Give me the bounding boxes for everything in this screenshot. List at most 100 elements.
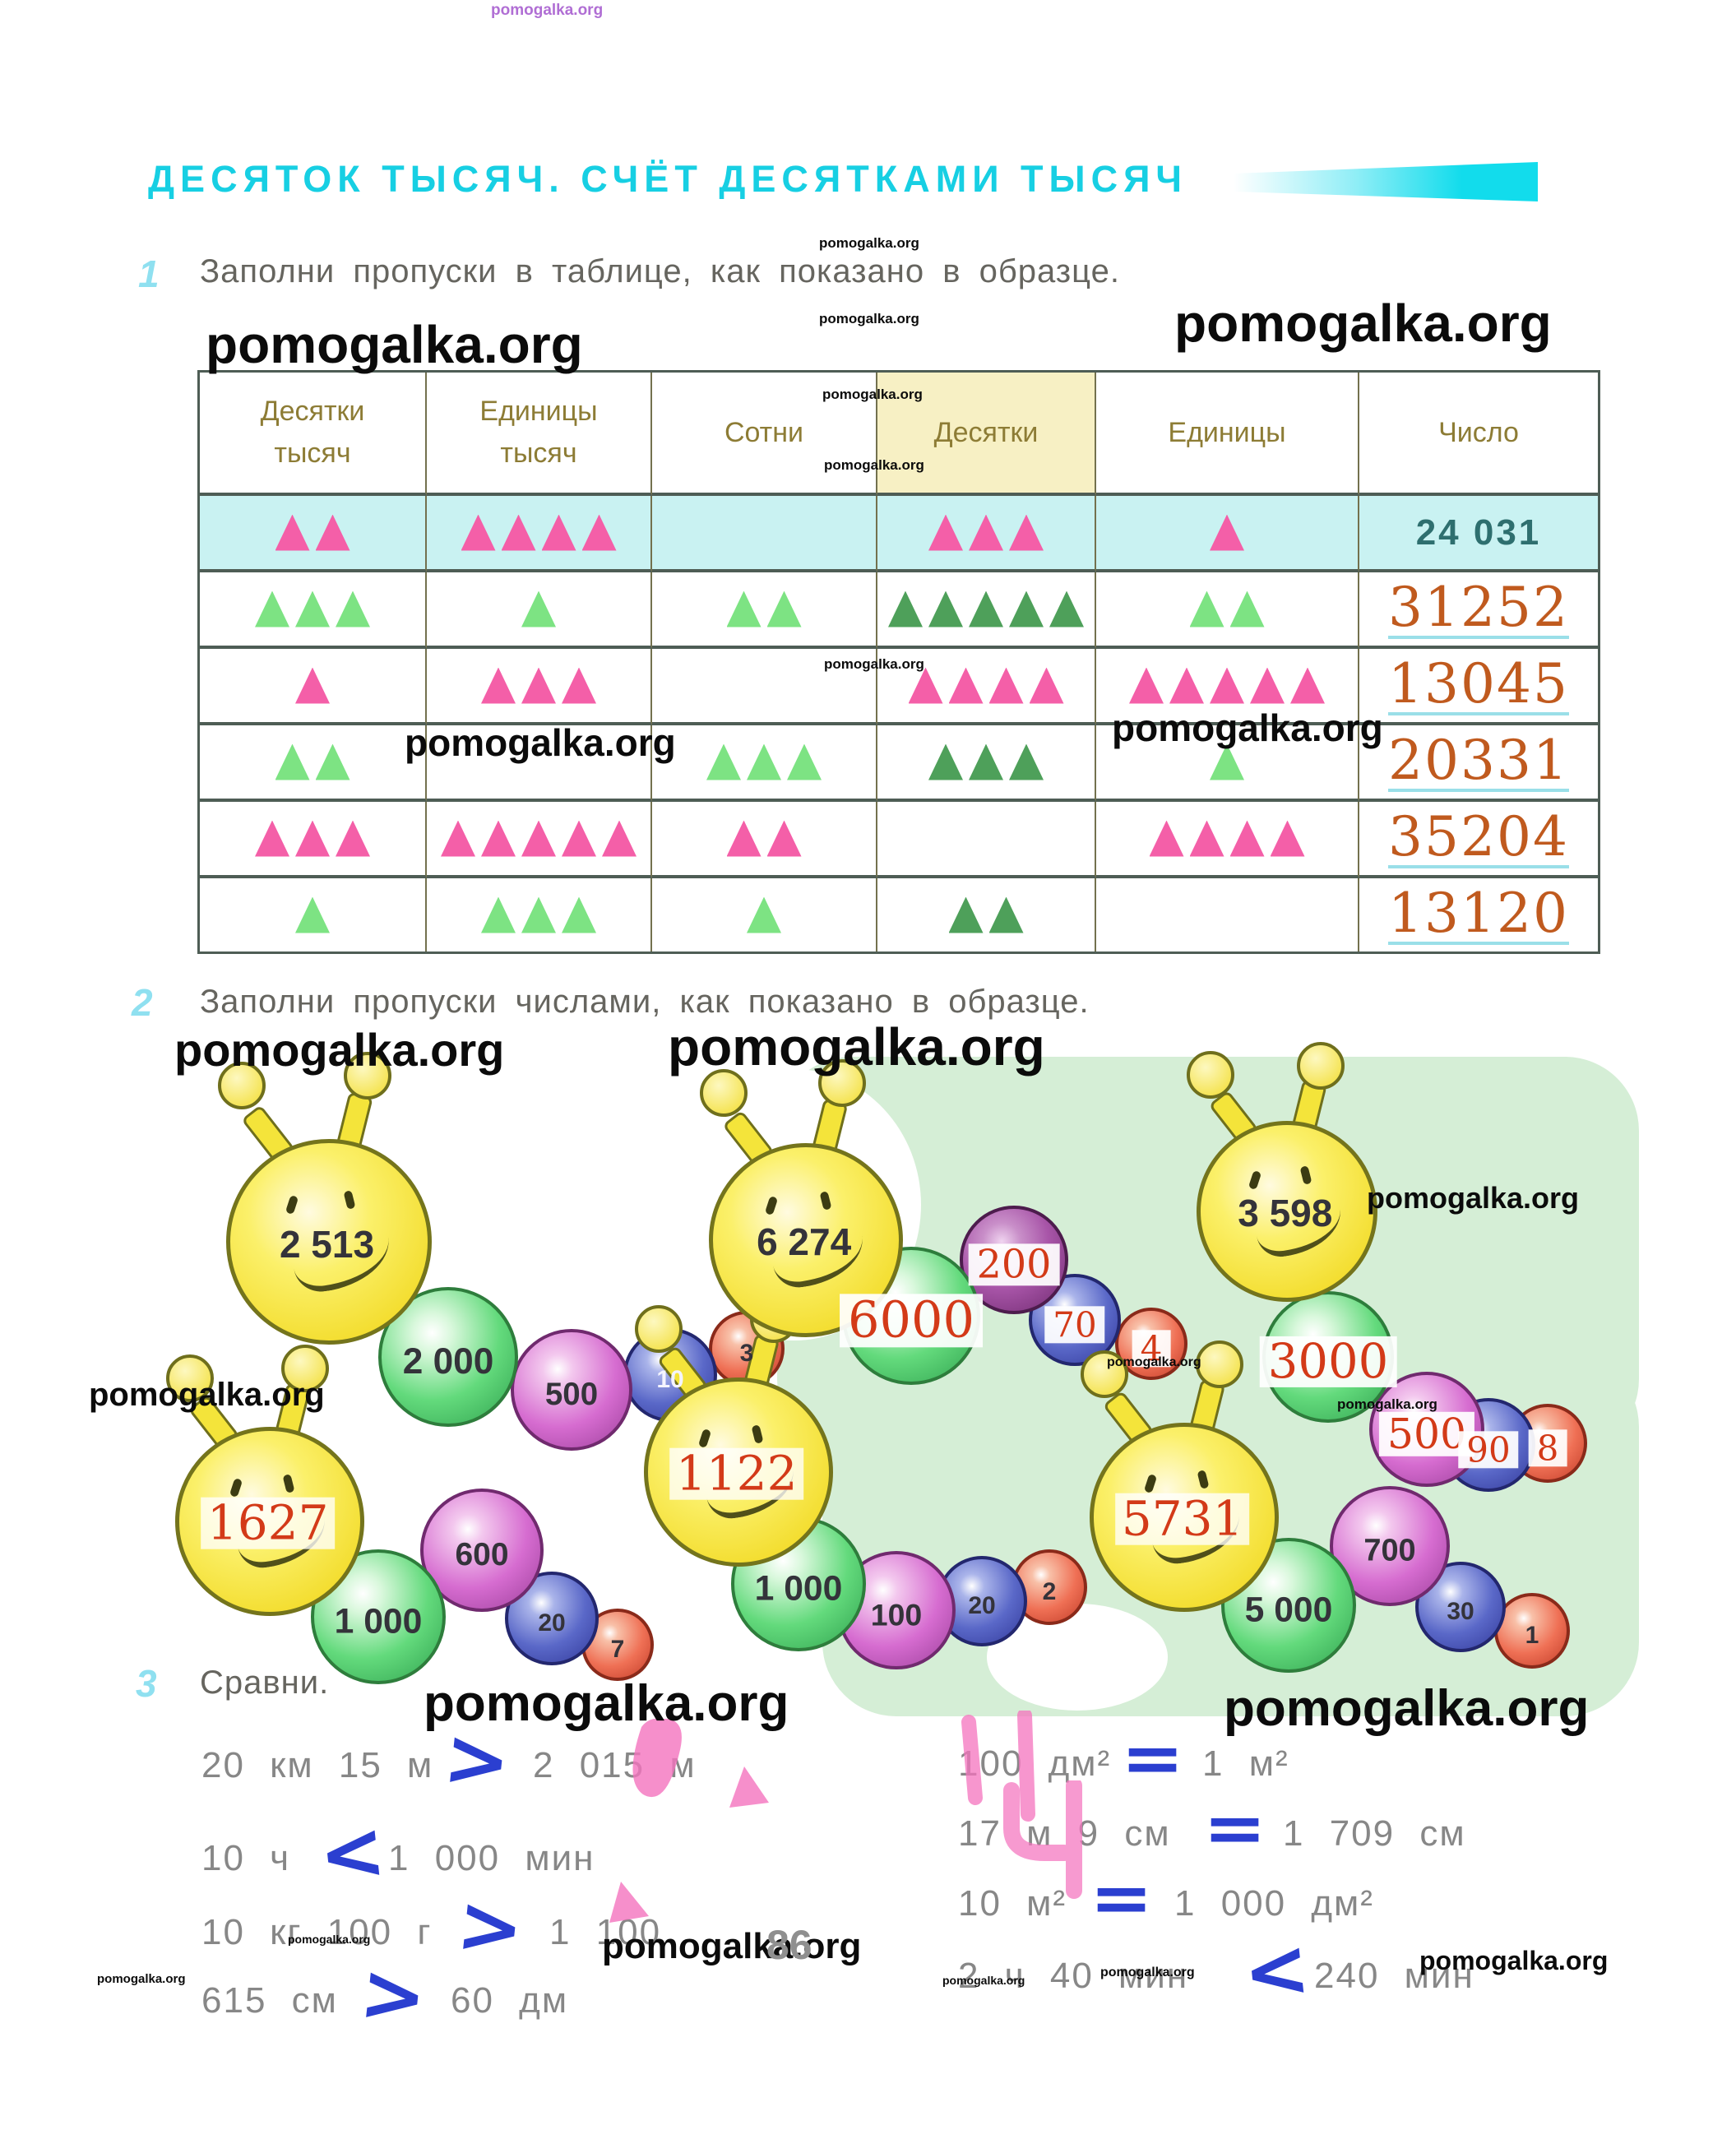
comparison-left-3-rhs: 1 100 (549, 1912, 662, 1952)
table-header-2: Единицы тысяч (427, 373, 652, 496)
triangle-icon (275, 743, 310, 780)
number-cell: 13120 (1359, 878, 1598, 951)
task-1-number: 1 (138, 252, 160, 295)
triangle-cell (427, 649, 652, 725)
title-swoosh-decoration (1234, 162, 1538, 201)
triangle-icon (295, 590, 330, 627)
triangle-cell (652, 878, 877, 951)
antenna-tip (700, 1069, 748, 1118)
triangle-cell (877, 725, 1096, 802)
triangle-icon (255, 820, 289, 857)
triangle-icon (1250, 667, 1285, 704)
row-number: 35204 (1388, 804, 1569, 869)
triangle-icon (481, 667, 516, 704)
table-row-2: 31252 (200, 572, 1598, 649)
triangle-cell (652, 802, 877, 878)
triangle-icon (766, 590, 802, 627)
triangle-icon (336, 820, 370, 857)
antenna-tip (281, 1345, 330, 1393)
watermark: pomogalka.org (824, 457, 924, 473)
marker-strokes (961, 1711, 1035, 1822)
watermark: pomogalka.org (174, 1024, 505, 1076)
triangle-cell (877, 572, 1096, 649)
triangle-icon (948, 667, 984, 704)
triangle-cell (1096, 572, 1359, 649)
comparison-right-3-lhs: 10 м² (958, 1883, 1067, 1924)
watermark: pomogalka.org (424, 1675, 789, 1732)
caterpillar-ball-number: 700 (1363, 1533, 1416, 1568)
marker-triangle (609, 1882, 649, 1923)
triangle-cell (427, 878, 652, 951)
triangle-icon (521, 820, 556, 857)
handwritten-sign: < (314, 1803, 391, 1902)
row-number: 13120 (1388, 881, 1569, 946)
watermark: pomogalka.org (89, 1377, 325, 1413)
triangle-icon (1169, 667, 1204, 704)
task-2-number: 2 (132, 981, 153, 1024)
table-row-1: 24 031 (200, 496, 1598, 572)
caterpillar-ball-number: 6000 (840, 1294, 983, 1348)
triangle-icon (295, 896, 330, 933)
triangle-icon (969, 590, 1003, 627)
triangle-icon (1189, 820, 1224, 857)
triangle-cell (877, 649, 1096, 725)
table-header-label: Десятки тысяч (260, 396, 365, 469)
triangle-cell (200, 878, 427, 951)
watermark: pomogalka.org (822, 387, 923, 402)
comparison-right-1-rhs: 1 м² (1202, 1743, 1289, 1784)
triangle-cell (427, 496, 652, 572)
triangle-icon (1129, 667, 1164, 704)
triangle-icon (1229, 590, 1265, 627)
triangle-icon (315, 514, 350, 551)
watermark: pomogalka.org (1100, 1965, 1195, 1979)
caterpillar-ball-number: 70 (1044, 1306, 1105, 1344)
table-header-1: Десятки тысяч (200, 373, 427, 496)
triangle-icon (562, 820, 596, 857)
triangle-cell (200, 496, 427, 572)
triangle-icon (255, 590, 289, 627)
page-title: ДЕСЯТОК ТЫСЯЧ. СЧЁТ ДЕСЯТКАМИ ТЫСЯЧ (148, 158, 1188, 200)
table-row-5: 35204 (200, 802, 1598, 878)
watermark: pomogalka.org (819, 235, 919, 251)
triangle-icon (1210, 667, 1244, 704)
watermark: pomogalka.org (1337, 1396, 1437, 1412)
watermark: pomogalka.org (491, 2, 604, 19)
marker-che-letter (1003, 1780, 1082, 1899)
caterpillar-ball-number: 500 (544, 1377, 599, 1412)
comparison-left-3-lhs: 10 кг 100 г (201, 1912, 433, 1952)
caterpillar-head (1197, 1121, 1377, 1302)
triangle-icon (275, 514, 310, 551)
handwritten-sign: < (1238, 1921, 1315, 2020)
caterpillar-ball-number: 8 (1528, 1429, 1567, 1467)
number-cell: 35204 (1359, 802, 1598, 878)
triangle-icon (1290, 667, 1325, 704)
triangle-icon (706, 743, 741, 780)
comparison-left-4-rhs: 60 дм (451, 1980, 569, 2021)
triangle-icon (1009, 514, 1044, 551)
triangle-icon (747, 896, 781, 933)
triangle-icon (928, 514, 963, 551)
watermark: pomogalka.org (668, 1017, 1045, 1076)
caterpillar-ball-magenta (511, 1329, 632, 1451)
triangle-icon (988, 896, 1024, 933)
caterpillar-ball-number: 20 (538, 1609, 566, 1637)
triangle-icon (1049, 590, 1084, 627)
caterpillar-ball-number: 7 (610, 1636, 625, 1663)
watermark: pomogalka.org (1419, 1946, 1609, 1975)
triangle-cell (877, 802, 1096, 878)
caterpillar-ball-number: 20 (968, 1592, 996, 1619)
triangle-icon (562, 667, 596, 704)
triangle-cell (427, 725, 652, 802)
watermark: pomogalka.org (819, 311, 919, 326)
triangle-cell (652, 572, 877, 649)
triangle-icon (581, 514, 617, 551)
triangle-icon (726, 820, 762, 857)
triangle-cell (427, 572, 652, 649)
caterpillar-head (226, 1139, 432, 1345)
antenna-tip (343, 1051, 391, 1100)
triangle-icon (1009, 743, 1044, 780)
table-header-label: Число (1438, 416, 1519, 448)
row-number: 13045 (1388, 651, 1569, 716)
watermark: pomogalka.org (206, 315, 583, 374)
caterpillar-ball-number: 1 (1525, 1622, 1539, 1649)
